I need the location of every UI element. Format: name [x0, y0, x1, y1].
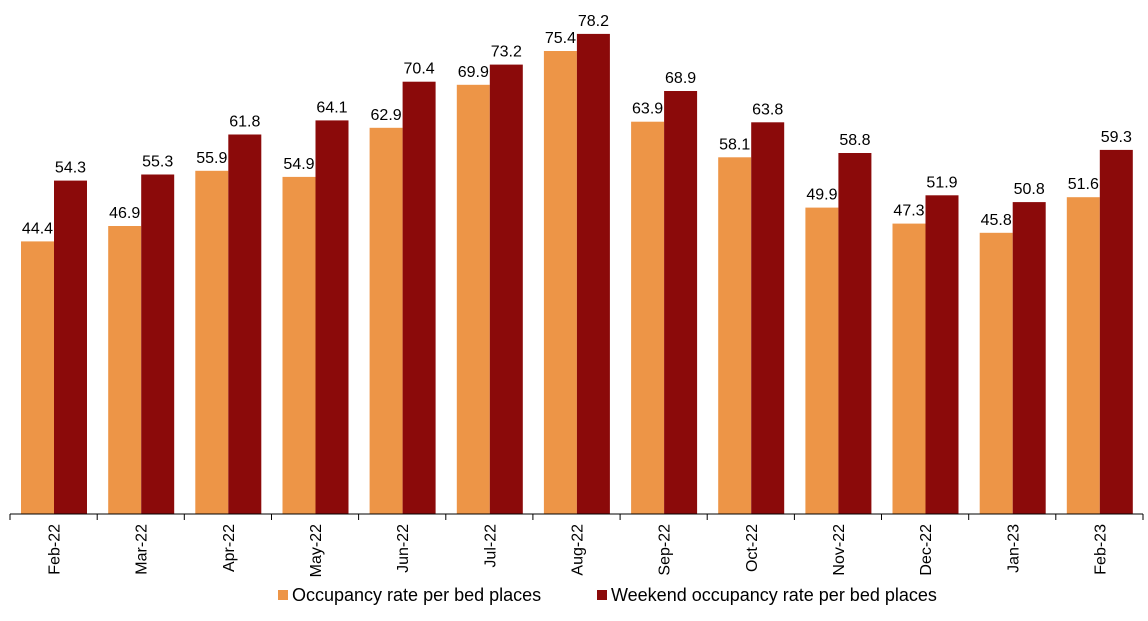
x-tick-label-jul-22: Jul-22 [482, 524, 499, 568]
data-label-occupancy-may-22: 54.9 [283, 156, 314, 173]
data-label-occupancy-feb-22: 44.4 [22, 220, 53, 237]
data-label-weekend-sep-22: 68.9 [665, 70, 696, 87]
data-label-occupancy-jun-22: 62.9 [371, 107, 402, 124]
data-label-weekend-aug-22: 78.2 [578, 13, 609, 30]
x-tick-label-feb-22: Feb-22 [47, 524, 64, 575]
data-label-weekend-jun-22: 70.4 [404, 61, 435, 78]
x-tick-label-jan-23: Jan-23 [1005, 524, 1022, 573]
data-label-weekend-may-22: 64.1 [316, 99, 347, 116]
legend: Occupancy rate per bed places Weekend oc… [278, 585, 937, 605]
data-label-occupancy-apr-22: 55.9 [196, 150, 227, 167]
data-label-weekend-feb-22: 54.3 [55, 160, 86, 177]
bar-weekend-dec-22 [925, 195, 959, 515]
bar-occupancy-feb-22 [21, 241, 54, 514]
data-label-occupancy-feb-23: 51.6 [1068, 176, 1099, 193]
data-label-weekend-nov-22: 58.8 [839, 132, 870, 149]
bar-occupancy-apr-22 [195, 170, 229, 515]
data-label-weekend-jan-23: 50.8 [1014, 181, 1045, 198]
data-label-occupancy-sep-22: 63.9 [632, 101, 663, 118]
bar-occupancy-dec-22 [892, 223, 926, 514]
x-ticks-group [9, 514, 1144, 520]
bar-weekend-apr-22 [228, 134, 262, 514]
legend-swatch-occupancy [278, 590, 288, 600]
data-label-occupancy-jul-22: 69.9 [458, 64, 489, 81]
bar-occupancy-aug-22 [543, 51, 577, 514]
bar-occupancy-nov-22 [805, 207, 839, 514]
bar-occupancy-mar-22 [108, 226, 142, 514]
data-label-weekend-jul-22: 73.2 [491, 44, 522, 61]
legend-swatch-weekend-occupancy [597, 590, 607, 600]
data-label-occupancy-dec-22: 47.3 [893, 203, 924, 220]
bar-weekend-feb-23 [1099, 149, 1133, 514]
x-tick-label-apr-22: Apr-22 [221, 524, 238, 572]
bar-weekend-sep-22 [664, 91, 698, 514]
x-tick-label-sep-22: Sep-22 [657, 524, 674, 576]
bar-occupancy-may-22 [282, 176, 316, 514]
data-label-occupancy-aug-22: 75.4 [545, 30, 576, 47]
x-tick-label-may-22: May-22 [308, 524, 325, 577]
x-tick-label-aug-22: Aug-22 [570, 524, 587, 576]
data-label-occupancy-mar-22: 46.9 [109, 205, 140, 222]
data-label-weekend-mar-22: 55.3 [142, 154, 173, 171]
bar-weekend-jun-22 [402, 81, 436, 514]
data-label-occupancy-nov-22: 49.9 [806, 187, 837, 204]
bar-weekend-oct-22 [751, 122, 785, 515]
bar-weekend-jan-23 [1012, 202, 1046, 514]
bars-group [21, 33, 1133, 515]
bar-occupancy-jun-22 [369, 127, 403, 515]
bar-occupancy-oct-22 [718, 157, 752, 515]
bar-occupancy-jul-22 [456, 84, 490, 515]
bar-weekend-feb-22 [54, 180, 87, 514]
bar-occupancy-feb-23 [1066, 197, 1100, 514]
data-label-occupancy-jan-23: 45.8 [981, 212, 1012, 229]
bar-weekend-jul-22 [489, 64, 523, 514]
bar-weekend-nov-22 [838, 153, 872, 514]
bar-weekend-aug-22 [576, 33, 610, 515]
bar-weekend-mar-22 [141, 174, 175, 514]
data-label-weekend-apr-22: 61.8 [229, 114, 260, 131]
data-label-weekend-feb-23: 59.3 [1101, 129, 1132, 146]
x-tick-label-mar-22: Mar-22 [134, 524, 151, 575]
x-tick-label-feb-23: Feb-23 [1092, 524, 1109, 575]
data-label-weekend-oct-22: 63.8 [752, 101, 783, 118]
x-tick-label-jun-22: Jun-22 [395, 524, 412, 573]
x-tick-label-oct-22: Oct-22 [744, 524, 761, 572]
bar-occupancy-jan-23 [979, 232, 1013, 515]
data-label-occupancy-oct-22: 58.1 [719, 136, 750, 153]
data-label-weekend-dec-22: 51.9 [926, 174, 957, 191]
bar-occupancy-sep-22 [631, 121, 665, 514]
data-labels-group: 44.4 54.3 46.9 55.3 55.9 61.8 54.9 64.1 62.9 70.4… [22, 13, 1132, 237]
x-tick-labels-group: Feb-22 Mar-22 Apr-22 May-22 Jun-22 Jul-22 Aug-… [47, 524, 1110, 577]
bar-weekend-may-22 [315, 120, 349, 515]
legend-label-occupancy: Occupancy rate per bed places [292, 585, 541, 605]
legend-label-weekend-occupancy: Weekend occupancy rate per bed places [611, 585, 937, 605]
x-tick-label-nov-22: Nov-22 [831, 524, 848, 576]
x-tick-label-dec-22: Dec-22 [918, 524, 935, 576]
